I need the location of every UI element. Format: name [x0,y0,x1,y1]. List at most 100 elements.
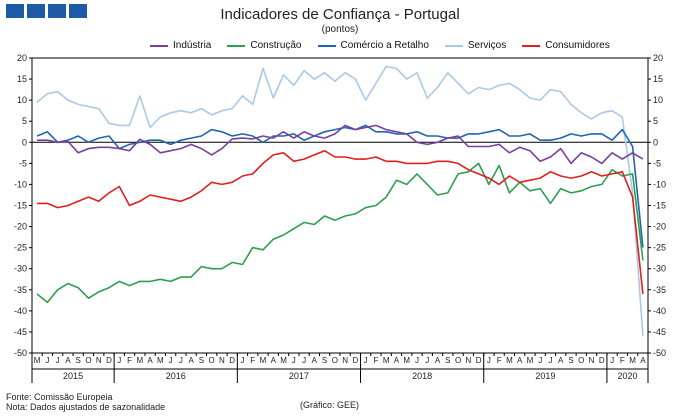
x-tick-label: A [271,356,277,365]
legend-swatch [444,44,463,47]
legend-label: Construção [250,40,302,51]
x-tick-label: M [260,356,267,365]
x-tick-label: D [599,356,605,365]
year-label: 2020 [617,371,637,381]
x-tick-label: J [415,356,419,365]
x-tick-label: M [136,356,143,365]
x-tick-label: J [487,356,491,365]
y-tick-label-right: -45 [653,327,666,337]
y-tick-label-right: -5 [653,158,661,168]
x-tick-label: O [332,356,338,365]
y-tick-label-left: 15 [17,74,27,84]
x-tick-label: M [280,356,287,365]
x-tick-label: O [455,356,461,365]
series-line-consumidores [37,149,644,295]
x-tick-label: M [527,356,534,365]
x-tick-label: M [403,356,410,365]
x-tick-label: O [209,356,215,365]
x-tick-label: J [302,356,306,365]
x-tick-label: A [65,356,71,365]
y-tick-label-right: -20 [653,222,666,232]
x-tick-label: J [610,356,614,365]
x-tick-label: M [506,356,513,365]
x-tick-label: J [179,356,183,365]
x-tick-label: J [56,356,60,365]
y-tick-label-left: -15 [14,201,27,211]
y-tick-label-right: -35 [653,285,666,295]
x-tick-label: A [312,356,318,365]
x-tick-label: J [240,356,244,365]
legend-swatch [150,44,168,47]
y-tick-label-left: -30 [14,264,27,274]
x-tick-label: S [199,356,204,365]
y-tick-label-left: 10 [17,95,27,105]
y-tick-label-left: -50 [14,348,27,358]
x-tick-label: M [157,356,164,365]
y-tick-label-left: 5 [22,116,27,126]
x-tick-label: F [373,356,378,365]
legend-swatch [522,44,541,47]
x-tick-label: J [169,356,173,365]
y-tick-label-left: -10 [14,179,27,189]
chart-subtitle: (pontos) [321,24,359,35]
legend-swatch [317,44,336,47]
x-tick-label: M [629,356,636,365]
footer-source: Fonte: Comissão Europeia [6,392,113,402]
x-tick-label: S [76,356,81,365]
x-tick-label: A [435,356,441,365]
year-label: 2017 [289,371,309,381]
series-line-comercio-a-retalho [36,124,644,248]
x-tick-label: M [383,356,390,365]
y-tick-label-right: -50 [653,348,666,358]
x-tick-label: A [188,356,194,365]
year-label: 2018 [412,371,432,381]
x-tick-label: J [548,356,552,365]
legend-label: Comércio a Retalho [340,40,429,51]
y-tick-label-right: 5 [653,116,658,126]
x-tick-label: F [250,356,255,365]
x-tick-label: D [229,356,235,365]
legend-item-comercio: Comércio a Retalho [317,40,429,51]
legend-label: Indústria [173,40,212,51]
x-tick-label: J [538,356,542,365]
x-tick-label: N [96,356,102,365]
y-tick-label-right: 10 [653,95,663,105]
x-tick-label: F [127,356,132,365]
x-tick-label: D [106,356,112,365]
x-tick-label: F [497,356,502,365]
legend-label: Serviços [467,40,507,51]
plot-frame [31,57,649,354]
series-line-construcao [36,162,644,304]
year-label: 2019 [535,371,555,381]
x-tick-label: S [445,356,450,365]
x-tick-label: A [558,356,564,365]
legend-item-construcao: Construção [227,40,302,51]
legend-label: Consumidores [545,40,610,51]
x-tick-label: O [578,356,584,365]
y-tick-label-left: 20 [17,53,27,63]
x-tick-label: J [117,356,121,365]
x-tick-label: S [322,356,327,365]
y-tick-label-right: -15 [653,201,666,211]
x-tick-label: D [476,356,482,365]
y-tick-label-left: -5 [19,158,27,168]
x-tick-label: A [517,356,523,365]
y-tick-label-left: -40 [14,306,27,316]
y-tick-label-right: -40 [653,306,666,316]
chart-title: Indicadores de Confiança - Portugal [220,6,460,23]
legend-item-industria: Indústria [150,40,211,51]
x-tick-label: N [342,356,348,365]
legend-swatch [227,44,246,47]
y-tick-label-left: -35 [14,285,27,295]
footer-credit: (Gráfico: GEE) [300,400,360,410]
x-tick-label: N [219,356,225,365]
y-tick-label-left: 0 [22,137,27,147]
logo [6,4,87,18]
y-tick-label-left: -25 [14,243,27,253]
x-tick-label: J [45,356,49,365]
legend-item-servicos: Serviços [444,40,507,51]
x-tick-label: J [364,356,368,365]
year-label: 2016 [166,371,186,381]
footer-note: Nota: Dados ajustados de sazonalidade [6,402,166,412]
